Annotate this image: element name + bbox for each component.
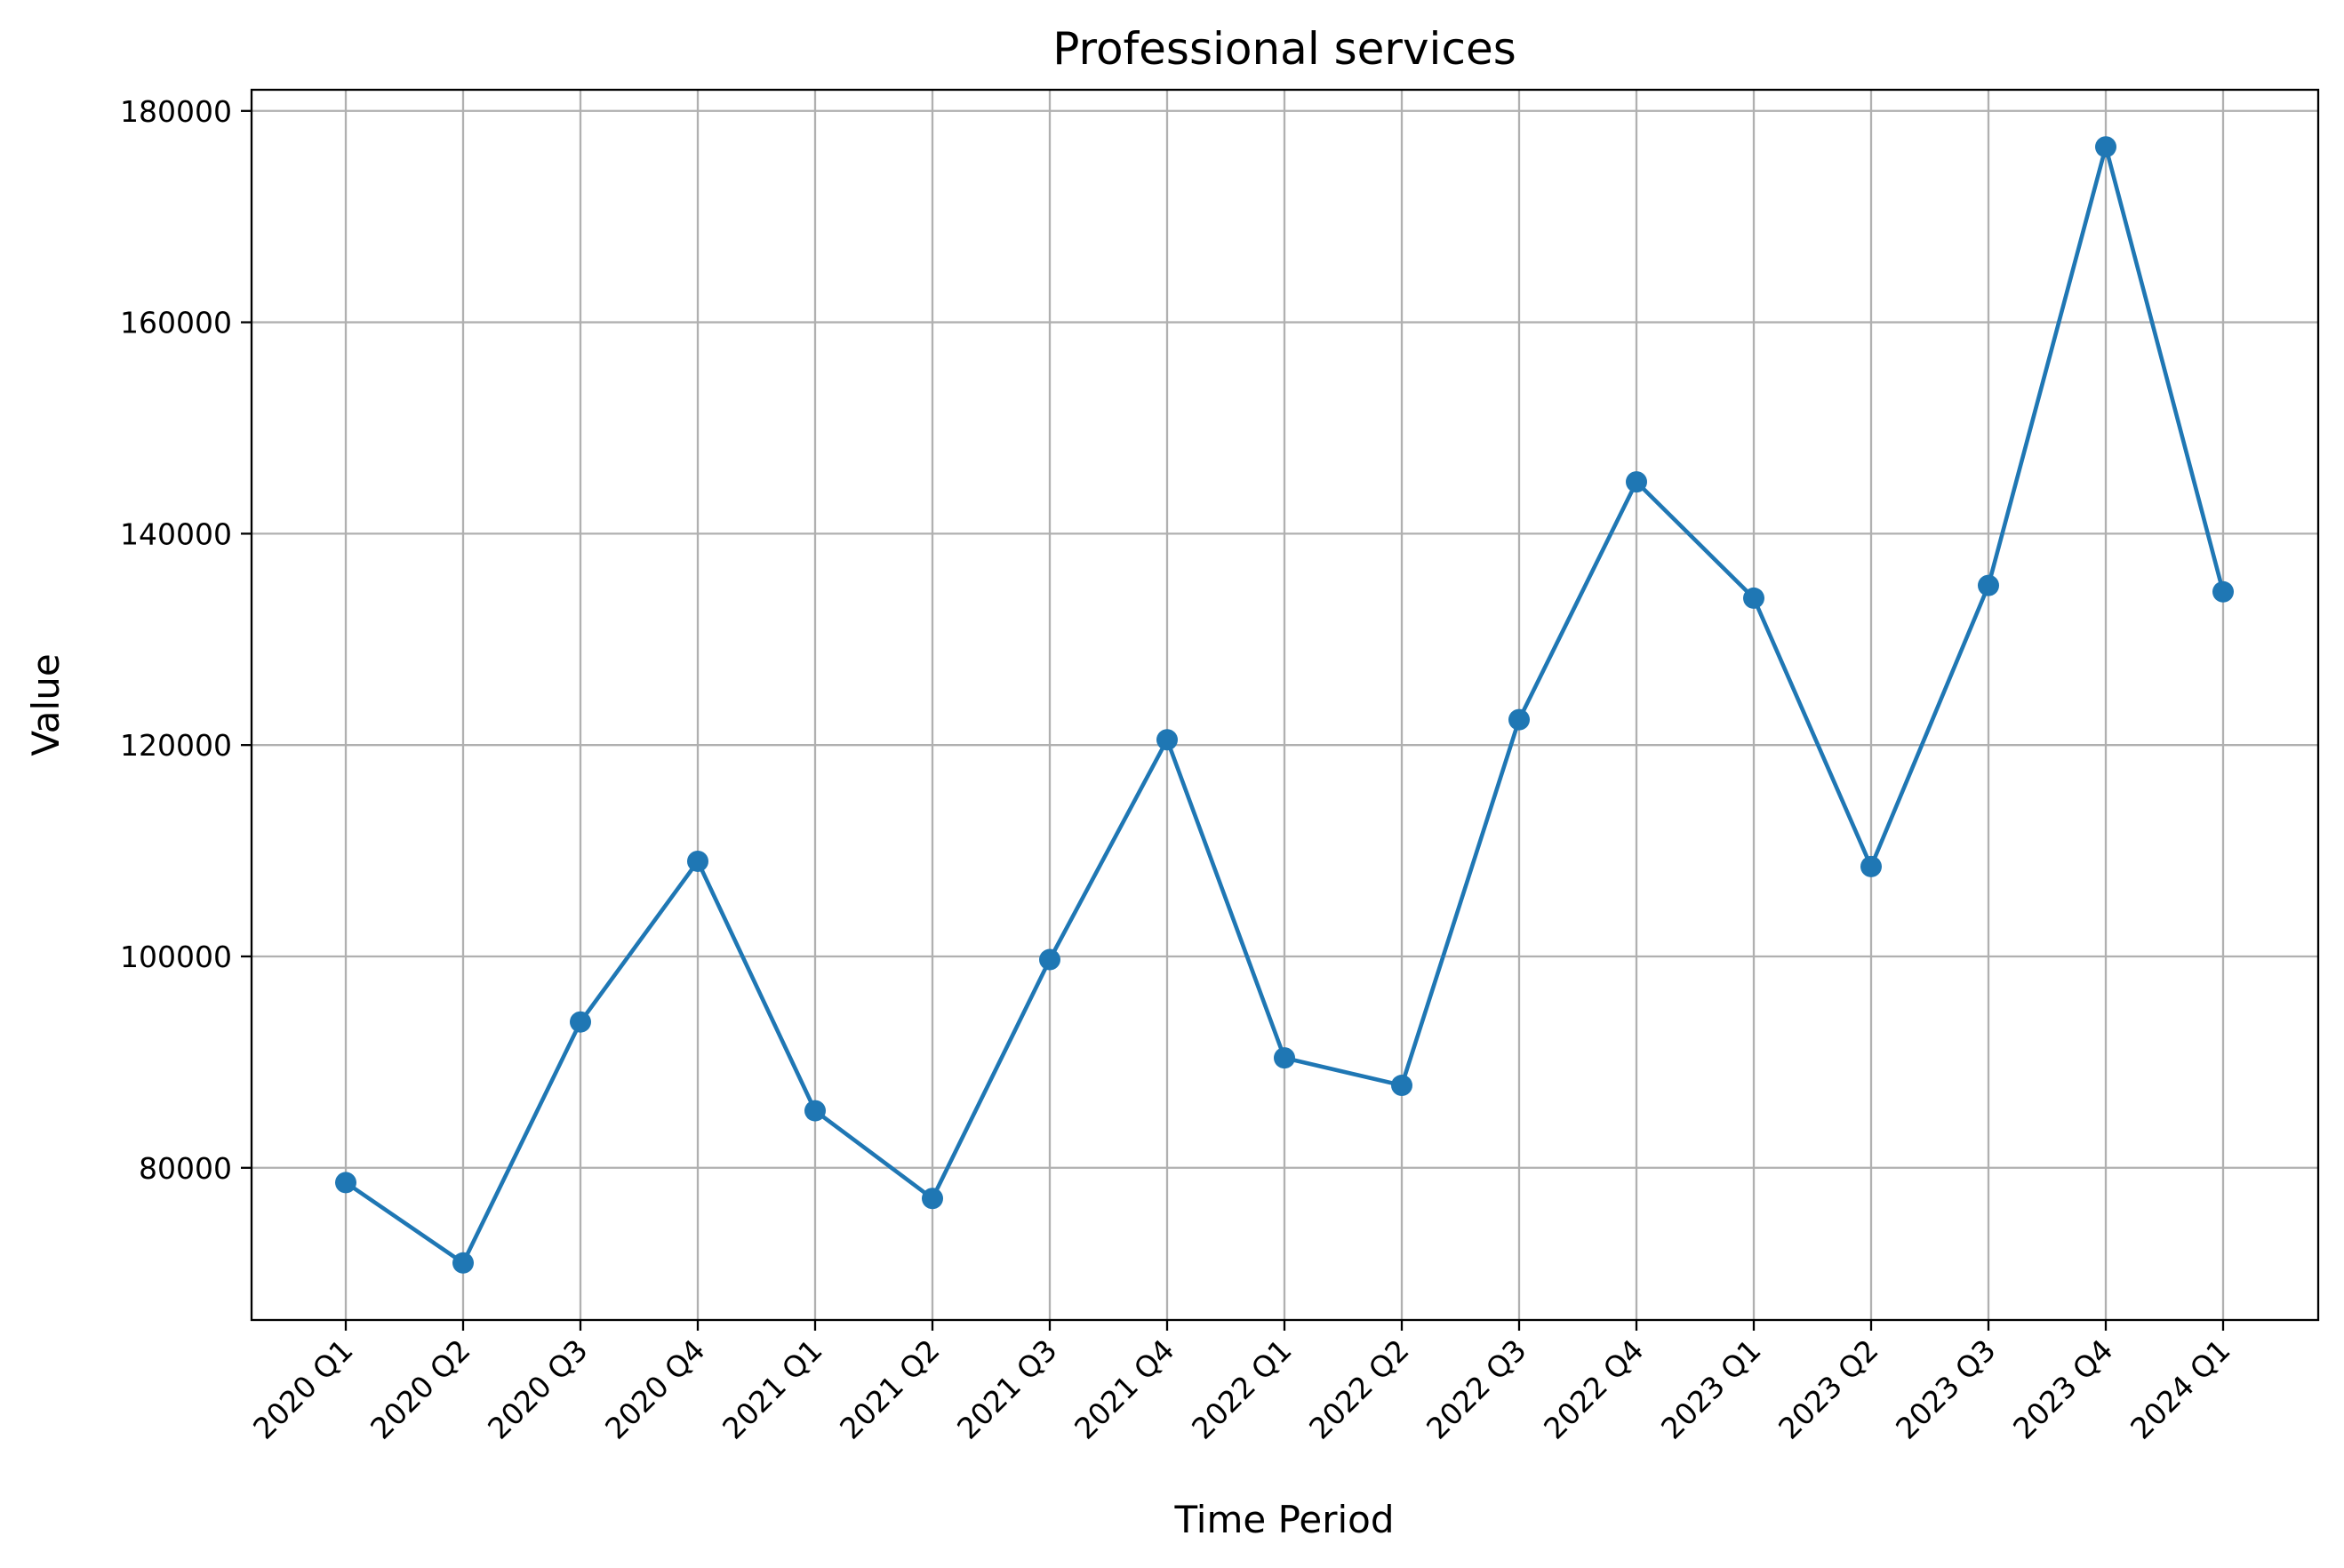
data-point xyxy=(452,1252,474,1274)
data-point xyxy=(922,1188,943,1210)
y-tick-label: 180000 xyxy=(120,94,232,129)
data-point xyxy=(1274,1047,1295,1069)
y-tick-label: 120000 xyxy=(120,728,232,763)
data-point xyxy=(570,1011,591,1033)
data-point xyxy=(687,850,708,872)
series-layer xyxy=(335,136,2234,1274)
y-tick-label: 140000 xyxy=(120,516,232,551)
data-point xyxy=(335,1172,356,1194)
data-point xyxy=(1978,574,1999,596)
x-axis-label: Time Period xyxy=(1173,1498,1394,1541)
y-axis-label: Value xyxy=(24,653,68,756)
data-point xyxy=(1860,855,1882,877)
y-tick-label: 100000 xyxy=(120,940,232,974)
data-point xyxy=(1743,587,1764,609)
data-point xyxy=(1508,708,1530,731)
data-point xyxy=(1039,948,1060,971)
data-point xyxy=(2095,136,2116,158)
data-point xyxy=(1156,729,1178,751)
y-axis-ticks: 80000 100000 120000 140000 160000 180000 xyxy=(120,94,252,1186)
y-tick-label: 160000 xyxy=(120,306,232,340)
data-point xyxy=(804,1100,826,1122)
data-point xyxy=(2212,580,2234,603)
chart-title: Professional services xyxy=(1052,23,1516,75)
data-point xyxy=(1391,1075,1412,1097)
data-point xyxy=(1626,471,1647,493)
grid xyxy=(252,90,2318,1320)
y-tick-label: 80000 xyxy=(139,1151,232,1186)
